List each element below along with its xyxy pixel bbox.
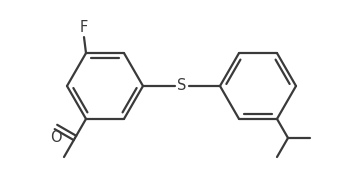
Text: O: O [50,130,62,145]
Text: S: S [177,78,186,93]
Text: F: F [80,20,88,35]
